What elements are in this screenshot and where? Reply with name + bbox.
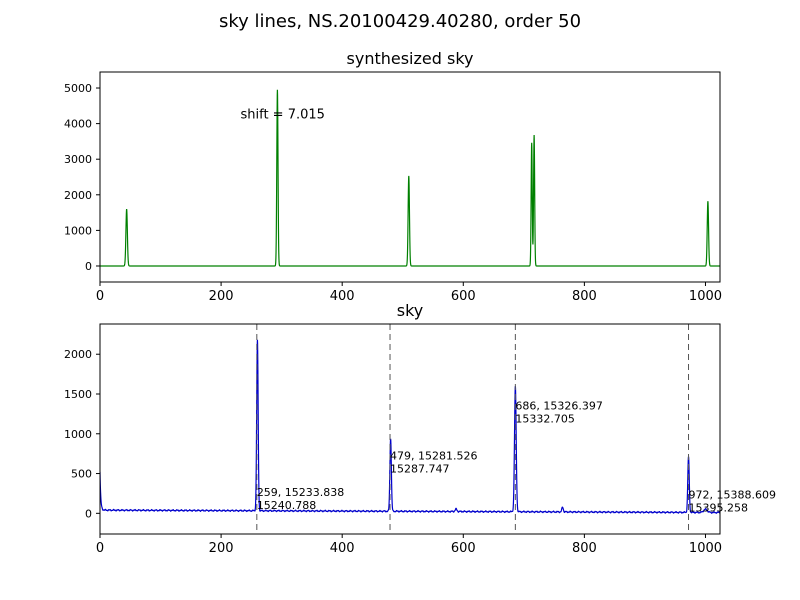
x-tick-label: 400 [330,289,355,304]
x-tick-label: 0 [96,541,104,556]
shift-annotation: shift = 7.015 [240,107,324,122]
sky-line-label-line1: 686, 15326.397 [515,400,602,413]
x-tick-label: 0 [96,289,104,304]
x-tick-label: 400 [330,541,355,556]
y-tick-label: 2000 [64,189,92,202]
x-tick-label: 1000 [689,541,722,556]
y-tick-label: 3000 [64,153,92,166]
y-tick-label: 1000 [64,428,92,441]
x-tick-label: 600 [451,541,476,556]
y-tick-label: 1000 [64,224,92,237]
axes-frame [99,71,721,283]
sky-line-label: 479, 15281.526 15287.747 [390,449,477,475]
sky-line-label-line1: 479, 15281.526 [390,449,477,462]
axes-frame [99,323,721,535]
sky-line-label-line1: 259, 15233.838 [257,486,344,499]
y-tick-label: 2000 [64,348,92,361]
x-tick-label: 800 [572,289,597,304]
sky-line-label-line1: 972, 15388.609 [689,488,776,501]
y-tick-label: 1500 [64,388,92,401]
sky-line-label-line2: 15287.747 [390,462,450,475]
x-tick-label: 1000 [689,289,722,304]
x-tick-label: 200 [209,541,234,556]
y-tick-label: 4000 [64,118,92,131]
y-tick-label: 5000 [64,82,92,95]
sky-line-label-line2: 15332.705 [515,413,575,426]
x-tick-label: 800 [572,541,597,556]
sky-plot: sky 0 200 400 600 800 1000 0 500 1000 1500 2000 259,… [64,301,776,556]
x-tick-label: 200 [209,289,234,304]
sky-line-label-line2: 15240.788 [257,499,317,512]
sky-line-label: 972, 15388.609 15395.258 [689,488,776,514]
y-tick-label: 0 [85,260,92,273]
y-tick-label: 0 [85,507,92,520]
synthesized-sky-series [100,89,720,267]
sky-line-label: 686, 15326.397 15332.705 [515,400,602,426]
figure-suptitle: sky lines, NS.20100429.40280, order 50 [219,11,581,32]
x-tick-label: 600 [451,289,476,304]
sky-series [100,339,720,514]
sky-line-label-line2: 15395.258 [689,501,749,514]
y-tick-label: 500 [71,468,92,481]
synthesized-sky-plot: synthesized sky 0 200 400 600 800 1000 0 1000 200… [64,49,722,304]
axes-title: sky [397,301,424,320]
sky-line-label: 259, 15233.838 15240.788 [257,486,344,512]
axes-title: synthesized sky [347,49,474,68]
